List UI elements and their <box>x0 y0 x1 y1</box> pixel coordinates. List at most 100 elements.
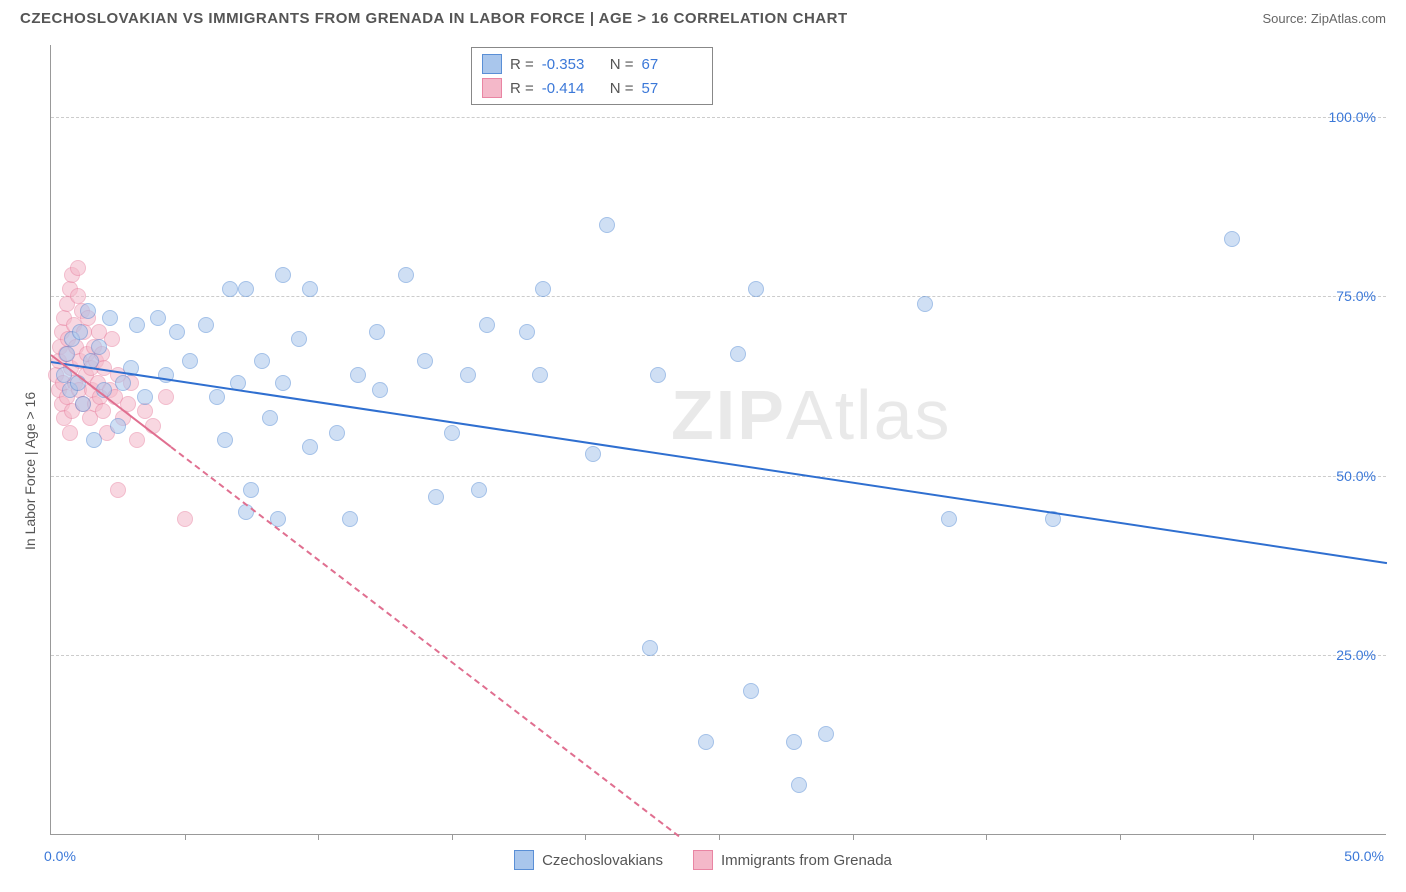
stat-r-label: R = <box>510 56 534 73</box>
trend-line <box>171 446 680 837</box>
data-point <box>198 317 214 333</box>
data-point <box>275 375 291 391</box>
data-point <box>350 367 366 383</box>
source-attribution: Source: ZipAtlas.com <box>1262 11 1386 26</box>
data-point <box>791 777 807 793</box>
data-point <box>535 281 551 297</box>
gridline <box>51 296 1386 297</box>
legend-label-2: Immigrants from Grenada <box>721 852 892 869</box>
data-point <box>748 281 764 297</box>
data-point <box>599 217 615 233</box>
data-point <box>238 281 254 297</box>
data-point <box>818 726 834 742</box>
y-tick-label: 75.0% <box>1336 288 1376 304</box>
x-tick <box>1120 834 1121 840</box>
data-point <box>262 410 278 426</box>
data-point <box>642 640 658 656</box>
x-tick <box>185 834 186 840</box>
x-tick <box>853 834 854 840</box>
data-point <box>169 324 185 340</box>
data-point <box>730 346 746 362</box>
data-point <box>75 396 91 412</box>
data-point <box>129 432 145 448</box>
data-point <box>70 260 86 276</box>
data-point <box>62 425 78 441</box>
data-point <box>941 511 957 527</box>
data-point <box>532 367 548 383</box>
swatch-series1 <box>482 54 502 74</box>
data-point <box>302 439 318 455</box>
data-point <box>291 331 307 347</box>
data-point <box>479 317 495 333</box>
stats-row-series1: R = -0.353 N = 67 <box>482 52 702 76</box>
data-point <box>428 489 444 505</box>
data-point <box>80 303 96 319</box>
y-tick-label: 100.0% <box>1329 109 1376 125</box>
data-point <box>254 353 270 369</box>
stats-row-series2: R = -0.414 N = 57 <box>482 76 702 100</box>
gridline <box>51 117 1386 118</box>
data-point <box>585 446 601 462</box>
swatch-series2 <box>482 78 502 98</box>
data-point <box>398 267 414 283</box>
data-point <box>519 324 535 340</box>
stat-n-label: N = <box>610 80 634 97</box>
data-point <box>177 511 193 527</box>
data-point <box>786 734 802 750</box>
data-point <box>95 403 111 419</box>
data-point <box>72 324 88 340</box>
x-tick <box>585 834 586 840</box>
data-point <box>243 482 259 498</box>
gridline <box>51 476 1386 477</box>
stat-n-value-2: 57 <box>642 80 702 97</box>
data-point <box>650 367 666 383</box>
data-point <box>217 432 233 448</box>
data-point <box>369 324 385 340</box>
watermark: ZIPAtlas <box>671 375 952 455</box>
data-point <box>110 418 126 434</box>
data-point <box>444 425 460 441</box>
data-point <box>417 353 433 369</box>
legend-item-series2: Immigrants from Grenada <box>693 850 892 870</box>
x-tick <box>719 834 720 840</box>
legend-item-series1: Czechoslovakians <box>514 850 663 870</box>
data-point <box>471 482 487 498</box>
data-point <box>182 353 198 369</box>
data-point <box>1224 231 1240 247</box>
trend-line <box>51 361 1387 564</box>
data-point <box>372 382 388 398</box>
data-point <box>698 734 714 750</box>
stat-n-label: N = <box>610 56 634 73</box>
data-point <box>102 310 118 326</box>
data-point <box>86 432 102 448</box>
data-point <box>329 425 345 441</box>
y-tick-label: 25.0% <box>1336 647 1376 663</box>
legend-swatch-1 <box>514 850 534 870</box>
stat-r-value-1: -0.353 <box>542 56 602 73</box>
data-point <box>209 389 225 405</box>
x-tick <box>1253 834 1254 840</box>
gridline <box>51 655 1386 656</box>
data-point <box>158 389 174 405</box>
legend-label-1: Czechoslovakians <box>542 852 663 869</box>
stat-r-label: R = <box>510 80 534 97</box>
data-point <box>91 339 107 355</box>
data-point <box>222 281 238 297</box>
x-tick <box>986 834 987 840</box>
y-tick-label: 50.0% <box>1336 468 1376 484</box>
x-tick <box>318 834 319 840</box>
data-point <box>275 267 291 283</box>
data-point <box>743 683 759 699</box>
x-tick <box>452 834 453 840</box>
correlation-stats-box: R = -0.353 N = 67 R = -0.414 N = 57 <box>471 47 713 105</box>
stat-r-value-2: -0.414 <box>542 80 602 97</box>
data-point <box>137 389 153 405</box>
data-point <box>59 346 75 362</box>
data-point <box>917 296 933 312</box>
data-point <box>342 511 358 527</box>
data-point <box>460 367 476 383</box>
data-point <box>129 317 145 333</box>
data-point <box>115 375 131 391</box>
scatter-plot: R = -0.353 N = 67 R = -0.414 N = 57 ZIPA… <box>50 45 1386 835</box>
data-point <box>150 310 166 326</box>
